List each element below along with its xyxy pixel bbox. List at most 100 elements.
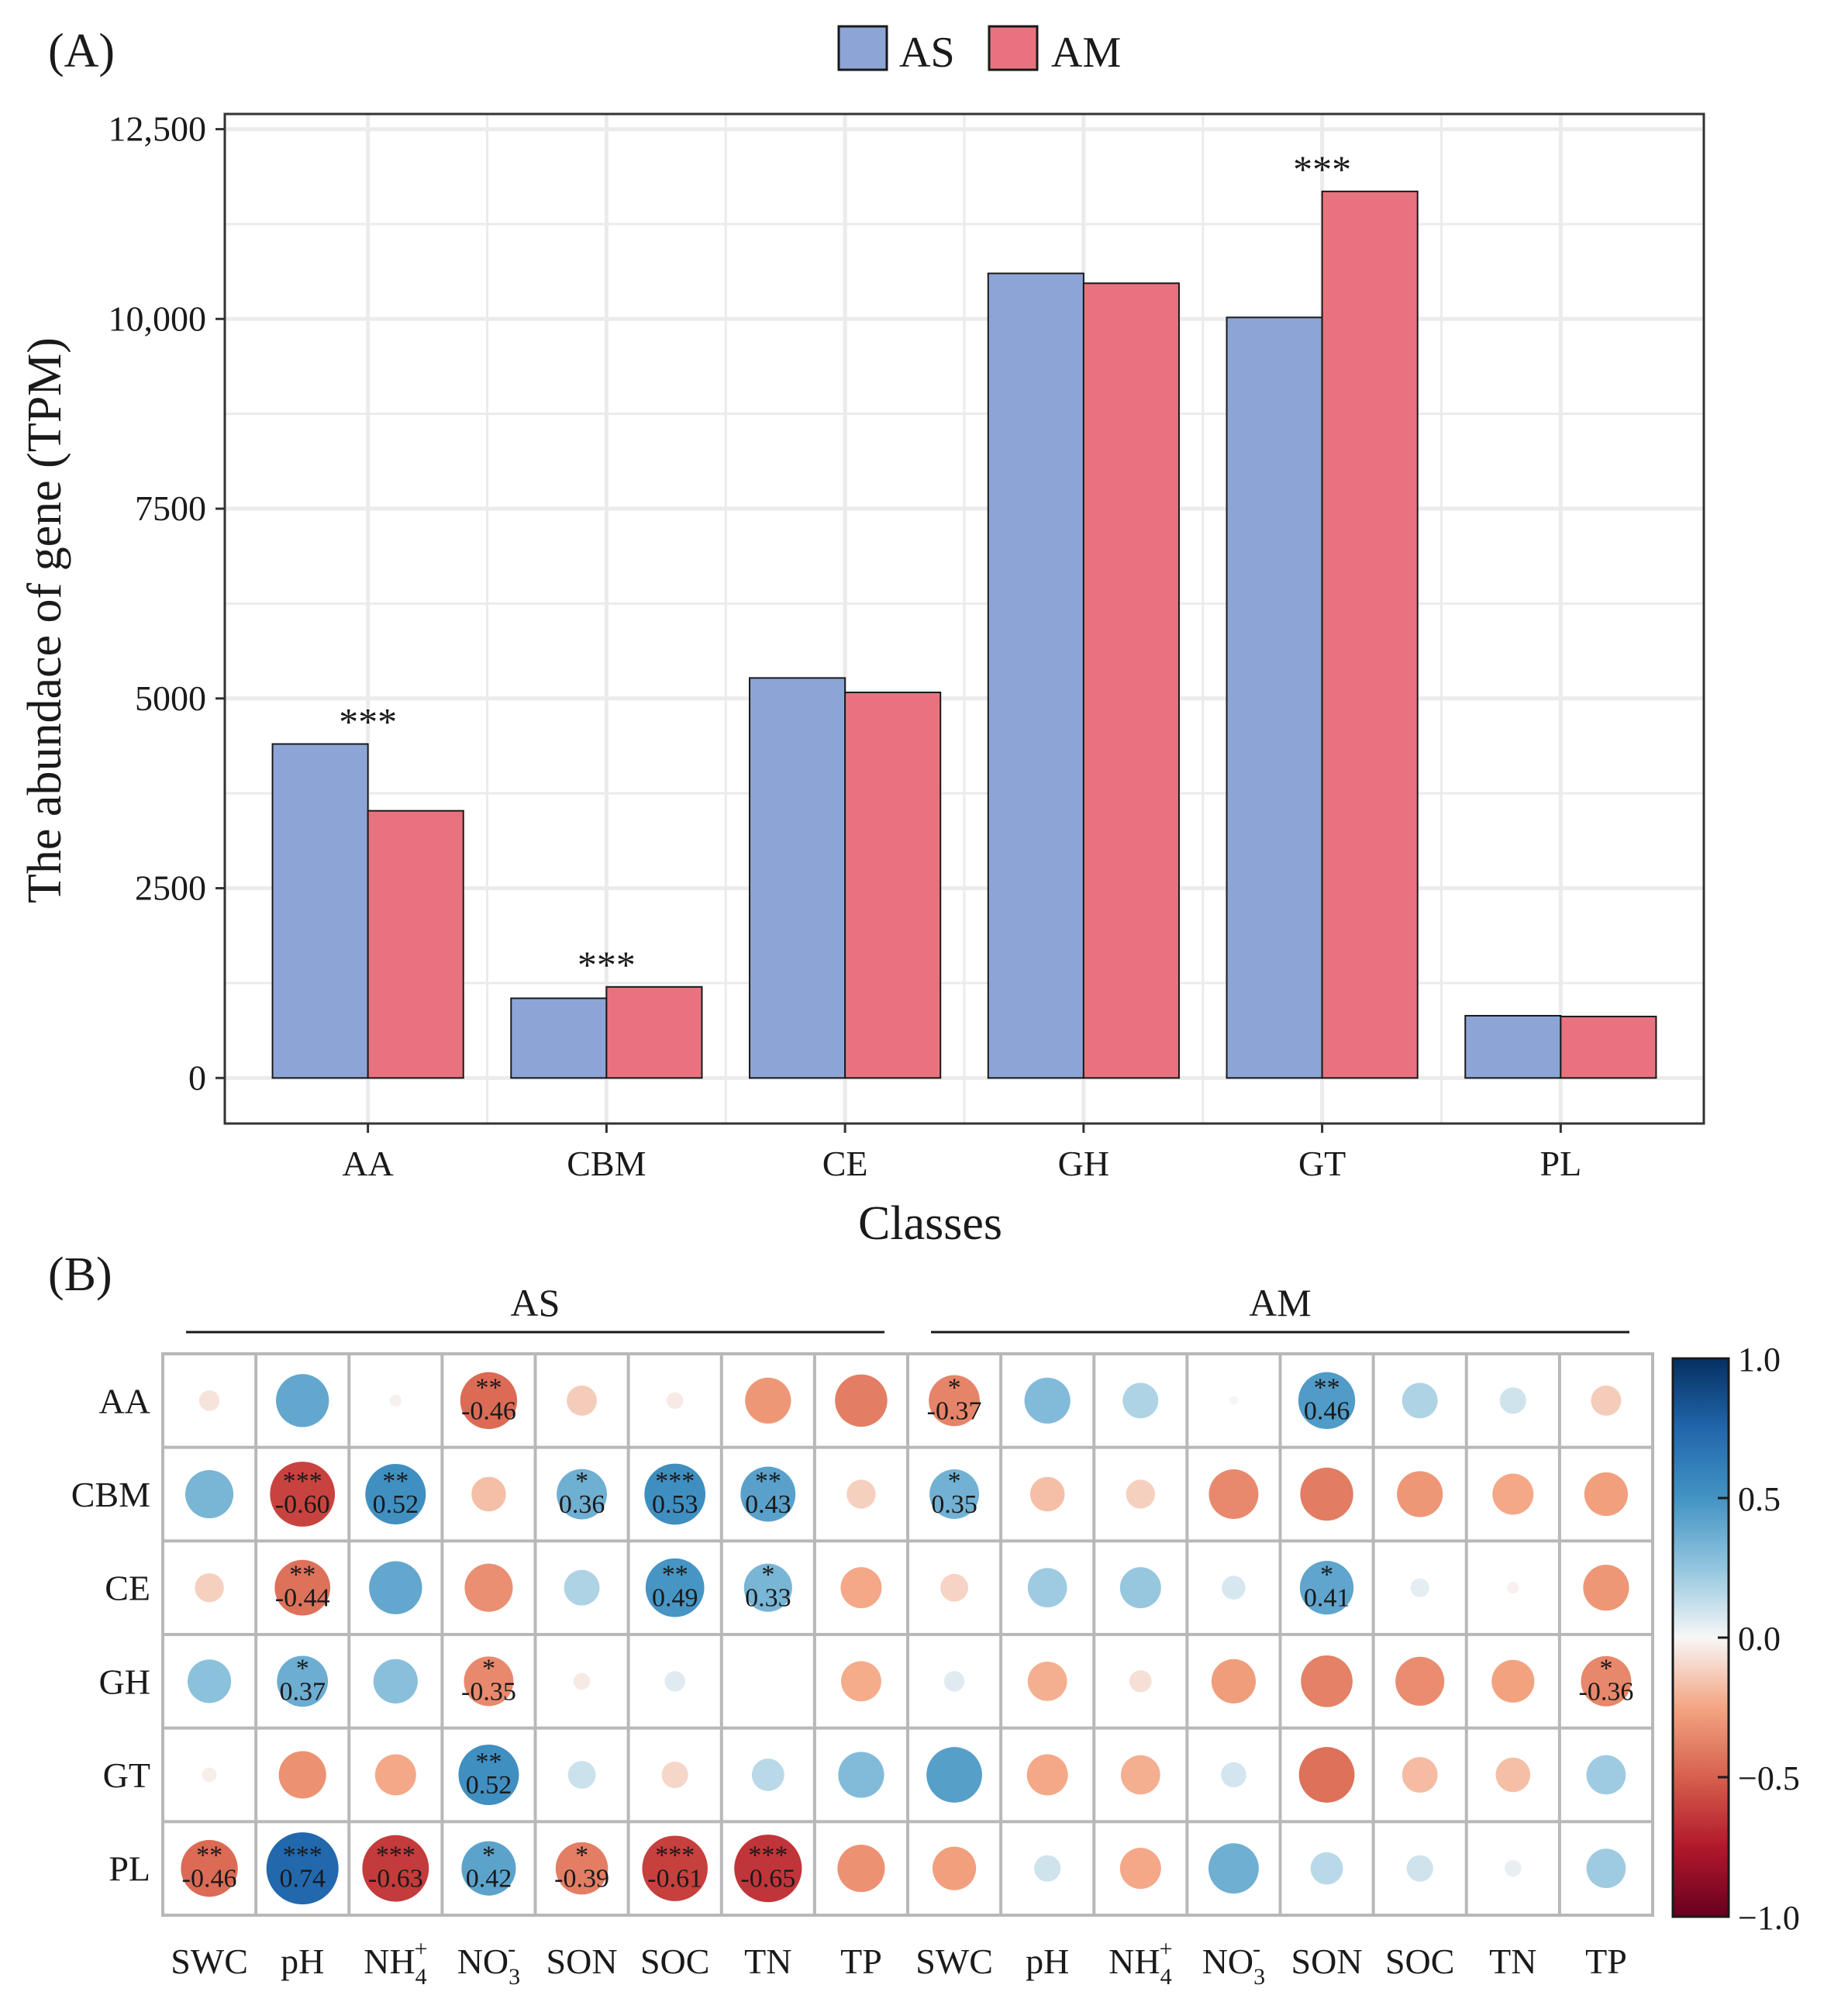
corr-stars: * xyxy=(761,1561,774,1590)
corr-circle xyxy=(464,1656,514,1707)
corr-circle xyxy=(1406,1855,1433,1882)
corr-circle xyxy=(932,1846,977,1890)
corr-circle xyxy=(1298,1747,1355,1803)
y-tick-label: 0 xyxy=(188,1058,206,1097)
column-label: NH4+ xyxy=(1108,1936,1172,1990)
row-label-pl: PL xyxy=(109,1849,150,1889)
corr-value: -0.35 xyxy=(461,1677,516,1706)
column-label: TP xyxy=(840,1942,882,1981)
corr-circle xyxy=(1119,1567,1161,1609)
bar-am-gt xyxy=(1321,190,1419,1079)
x-tick-label-ce: CE xyxy=(822,1144,868,1183)
y-axis-title: The abundace of gene (TPM) xyxy=(19,337,71,903)
column-label: NH4+ xyxy=(364,1936,427,1990)
corr-circle xyxy=(835,1374,888,1427)
corr-circle xyxy=(940,1573,968,1602)
corr-value: 0.74 xyxy=(279,1865,326,1893)
corr-value: 0.37 xyxy=(279,1677,326,1706)
bar-as-aa xyxy=(271,743,369,1079)
correlation-grid: **-0.46*-0.37**0.46***-0.60**0.52*0.36**… xyxy=(161,1352,1654,1917)
corr-value: -0.39 xyxy=(554,1865,609,1893)
colorbar-tick-label: −1.0 xyxy=(1738,1899,1800,1937)
column-label: SOC xyxy=(1385,1942,1454,1981)
corr-circle xyxy=(374,1754,416,1796)
corr-value: -0.46 xyxy=(182,1865,237,1893)
corr-circle xyxy=(1402,1382,1438,1419)
corr-circle xyxy=(1034,1855,1061,1882)
corr-circle xyxy=(1591,1385,1622,1416)
corr-circle xyxy=(181,1839,238,1897)
corr-circle xyxy=(1507,1582,1519,1594)
x-tick-label-aa: AA xyxy=(342,1144,393,1183)
corr-circle xyxy=(1126,1479,1156,1509)
corr-circle xyxy=(1026,1754,1068,1796)
corr-stars: ** xyxy=(1314,1373,1340,1402)
corr-stars: *** xyxy=(283,1467,322,1496)
corr-stars: * xyxy=(948,1467,961,1496)
corr-circle xyxy=(555,1842,609,1895)
corr-circle xyxy=(567,1385,598,1416)
corr-value: 0.52 xyxy=(373,1490,419,1519)
legend-label-am: AM xyxy=(1051,29,1121,77)
corr-stars: * xyxy=(482,1654,495,1683)
corr-circle xyxy=(661,1761,688,1789)
corr-circle xyxy=(373,1659,418,1704)
corr-circle xyxy=(644,1463,706,1525)
colorbar-tick-label: 0.0 xyxy=(1738,1620,1781,1658)
column-label: NO3- xyxy=(457,1936,520,1990)
corr-circle xyxy=(202,1767,217,1783)
corr-circle xyxy=(1298,1372,1356,1430)
corr-value: -0.44 xyxy=(275,1584,330,1613)
column-label: pH xyxy=(1026,1942,1069,1981)
corr-stars: * xyxy=(296,1654,309,1683)
y-tick-label: 5000 xyxy=(135,678,206,718)
corr-circle xyxy=(365,1464,426,1524)
legend-label-as: AS xyxy=(899,29,955,77)
corr-circle xyxy=(1122,1382,1159,1419)
corr-circle xyxy=(266,1832,339,1905)
significance-labels: *** *** *** xyxy=(339,147,1351,986)
corr-circle xyxy=(461,1841,516,1896)
corr-value: 0.35 xyxy=(931,1490,977,1519)
y-tick-label: 10,000 xyxy=(109,299,207,338)
corr-circle xyxy=(1499,1387,1526,1414)
corr-circle xyxy=(1027,1661,1067,1701)
corr-stars: ** xyxy=(755,1467,781,1496)
column-label: TN xyxy=(1489,1942,1536,1981)
corr-value: -0.63 xyxy=(368,1865,423,1893)
corr-stars: *** xyxy=(283,1842,322,1870)
corr-stars: ** xyxy=(382,1467,409,1496)
column-label: pH xyxy=(281,1942,324,1981)
corr-circle xyxy=(564,1569,600,1606)
bar-am-aa xyxy=(367,809,464,1079)
corr-value: 0.36 xyxy=(559,1490,605,1519)
corr-circle xyxy=(837,1845,885,1893)
corr-value: 0.42 xyxy=(466,1865,512,1893)
corr-circle xyxy=(745,1377,791,1424)
colorbar-tick-label: 1.0 xyxy=(1738,1341,1781,1379)
colorbar: 1.0 0.5 0.0 −0.5 −1.0 xyxy=(1671,1341,1800,1937)
corr-stars: ** xyxy=(196,1842,222,1870)
column-label: SOC xyxy=(640,1942,709,1981)
corr-stars: * xyxy=(1599,1654,1612,1683)
column-labels: SWC pH NH4+ NO3- SON SOC TN TP SWC pH NH4+ NO3- SON S… xyxy=(171,1936,1627,1990)
y-tick-label: 7500 xyxy=(135,488,206,528)
corr-circle xyxy=(270,1462,336,1527)
corr-circle xyxy=(567,1761,596,1789)
corr-stars: *** xyxy=(655,1842,695,1870)
x-tick-label-gt: GT xyxy=(1298,1144,1346,1183)
corr-circle xyxy=(460,1372,518,1430)
corr-circle xyxy=(929,1375,980,1427)
corr-stars: ** xyxy=(475,1373,502,1402)
column-label: TN xyxy=(744,1942,791,1981)
corr-circle xyxy=(471,1476,506,1512)
column-label: SWC xyxy=(915,1942,993,1981)
bar-as-pl xyxy=(1464,1014,1562,1079)
corr-value: 0.33 xyxy=(745,1584,791,1613)
row-label-gh: GH xyxy=(99,1662,150,1701)
corr-circle xyxy=(185,1469,234,1519)
corr-circle xyxy=(1211,1659,1257,1704)
legend-swatch-as xyxy=(837,25,888,71)
corr-value: 0.52 xyxy=(466,1771,512,1800)
